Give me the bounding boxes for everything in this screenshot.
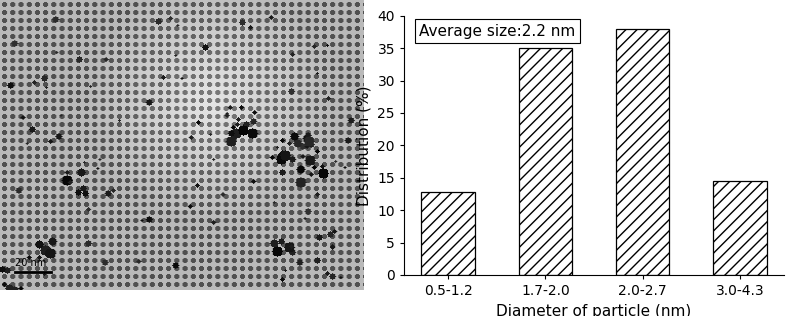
Bar (616, 29, 670, 275)
Bar (422, 192, 474, 275)
Text: 20 nm: 20 nm (15, 258, 46, 268)
Bar (518, 48, 572, 275)
Y-axis label: Distribution (%): Distribution (%) (357, 85, 372, 206)
Bar (714, 181, 766, 275)
Text: Average size:2.2 nm: Average size:2.2 nm (419, 24, 575, 39)
X-axis label: Diameter of particle (nm): Diameter of particle (nm) (496, 303, 692, 316)
